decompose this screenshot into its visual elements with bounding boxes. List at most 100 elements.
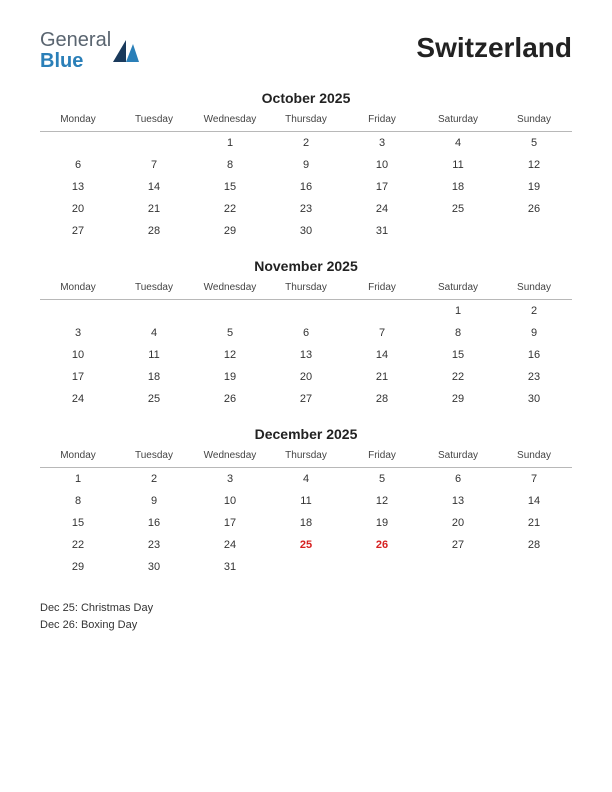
day-cell: 26 <box>344 534 420 556</box>
table-row: 13141516171819 <box>40 176 572 198</box>
months-container: October 2025MondayTuesdayWednesdayThursd… <box>40 90 572 578</box>
day-cell: 18 <box>116 366 192 388</box>
day-cell <box>116 300 192 323</box>
day-cell: 30 <box>496 388 572 410</box>
day-cell <box>268 300 344 323</box>
day-cell: 20 <box>40 198 116 220</box>
day-cell: 31 <box>344 220 420 242</box>
weekday-header: Thursday <box>268 446 344 468</box>
day-cell <box>40 132 116 155</box>
weekday-header: Monday <box>40 278 116 300</box>
logo-text-general: General <box>40 29 111 51</box>
day-cell: 24 <box>40 388 116 410</box>
day-cell: 25 <box>420 198 496 220</box>
table-row: 293031 <box>40 556 572 578</box>
day-cell: 23 <box>116 534 192 556</box>
day-cell: 29 <box>420 388 496 410</box>
day-cell: 21 <box>344 366 420 388</box>
weekday-header: Tuesday <box>116 278 192 300</box>
day-cell: 13 <box>268 344 344 366</box>
weekday-header: Sunday <box>496 278 572 300</box>
calendar-table: MondayTuesdayWednesdayThursdayFridaySatu… <box>40 278 572 410</box>
day-cell: 1 <box>192 132 268 155</box>
day-cell: 29 <box>192 220 268 242</box>
day-cell: 11 <box>116 344 192 366</box>
day-cell: 8 <box>40 490 116 512</box>
day-cell <box>344 556 420 578</box>
logo-text: General Blue <box>40 30 111 72</box>
day-cell: 19 <box>344 512 420 534</box>
day-cell: 18 <box>420 176 496 198</box>
day-cell: 19 <box>192 366 268 388</box>
day-cell: 10 <box>40 344 116 366</box>
day-cell: 23 <box>496 366 572 388</box>
day-cell: 2 <box>116 468 192 491</box>
day-cell: 21 <box>116 198 192 220</box>
day-cell: 27 <box>268 388 344 410</box>
calendar-table: MondayTuesdayWednesdayThursdayFridaySatu… <box>40 446 572 578</box>
logo: General Blue <box>40 30 139 72</box>
weekday-header: Wednesday <box>192 278 268 300</box>
day-cell: 1 <box>420 300 496 323</box>
day-cell <box>420 556 496 578</box>
day-cell <box>116 132 192 155</box>
day-cell: 27 <box>40 220 116 242</box>
holiday-notes: Dec 25: Christmas DayDec 26: Boxing Day <box>40 600 572 633</box>
day-cell: 24 <box>192 534 268 556</box>
month-block: December 2025 MondayTuesdayWednesdayThurs… <box>40 426 572 578</box>
month-block: November 2025MondayTuesdayWednesdayThurs… <box>40 258 572 410</box>
table-row: 24252627282930 <box>40 388 572 410</box>
weekday-header: Saturday <box>420 446 496 468</box>
day-cell: 11 <box>420 154 496 176</box>
holiday-note-line: Dec 25: Christmas Day <box>40 600 572 617</box>
day-cell <box>420 220 496 242</box>
table-row: 17181920212223 <box>40 366 572 388</box>
weekday-header: Wednesday <box>192 110 268 132</box>
table-row: 22232425262728 <box>40 534 572 556</box>
day-cell: 6 <box>268 322 344 344</box>
day-cell: 7 <box>344 322 420 344</box>
day-cell: 1 <box>40 468 116 491</box>
table-row: 6789101112 <box>40 154 572 176</box>
table-row: 15161718192021 <box>40 512 572 534</box>
table-row: 891011121314 <box>40 490 572 512</box>
day-cell: 5 <box>192 322 268 344</box>
table-row: 12 <box>40 300 572 323</box>
header: General Blue Switzerland <box>40 30 572 72</box>
day-cell: 30 <box>268 220 344 242</box>
month-title: October 2025 <box>40 90 572 106</box>
weekday-header: Saturday <box>420 278 496 300</box>
day-cell: 17 <box>40 366 116 388</box>
table-row: 2728293031 <box>40 220 572 242</box>
month-title: December 2025 <box>40 426 572 442</box>
day-cell: 12 <box>496 154 572 176</box>
day-cell: 18 <box>268 512 344 534</box>
day-cell: 11 <box>268 490 344 512</box>
day-cell <box>40 300 116 323</box>
weekday-header: Sunday <box>496 110 572 132</box>
day-cell: 26 <box>496 198 572 220</box>
day-cell: 15 <box>40 512 116 534</box>
weekday-header: Tuesday <box>116 110 192 132</box>
day-cell: 27 <box>420 534 496 556</box>
table-row: 1234567 <box>40 468 572 491</box>
day-cell: 9 <box>116 490 192 512</box>
day-cell: 15 <box>192 176 268 198</box>
day-cell: 10 <box>192 490 268 512</box>
day-cell: 4 <box>268 468 344 491</box>
day-cell <box>496 556 572 578</box>
day-cell: 6 <box>40 154 116 176</box>
day-cell: 2 <box>268 132 344 155</box>
table-row: 3456789 <box>40 322 572 344</box>
day-cell: 3 <box>192 468 268 491</box>
day-cell: 16 <box>268 176 344 198</box>
day-cell: 8 <box>420 322 496 344</box>
day-cell: 4 <box>420 132 496 155</box>
weekday-header: Wednesday <box>192 446 268 468</box>
day-cell: 7 <box>116 154 192 176</box>
day-cell: 30 <box>116 556 192 578</box>
day-cell: 9 <box>268 154 344 176</box>
logo-mark-icon <box>113 40 139 62</box>
day-cell: 25 <box>116 388 192 410</box>
day-cell: 15 <box>420 344 496 366</box>
